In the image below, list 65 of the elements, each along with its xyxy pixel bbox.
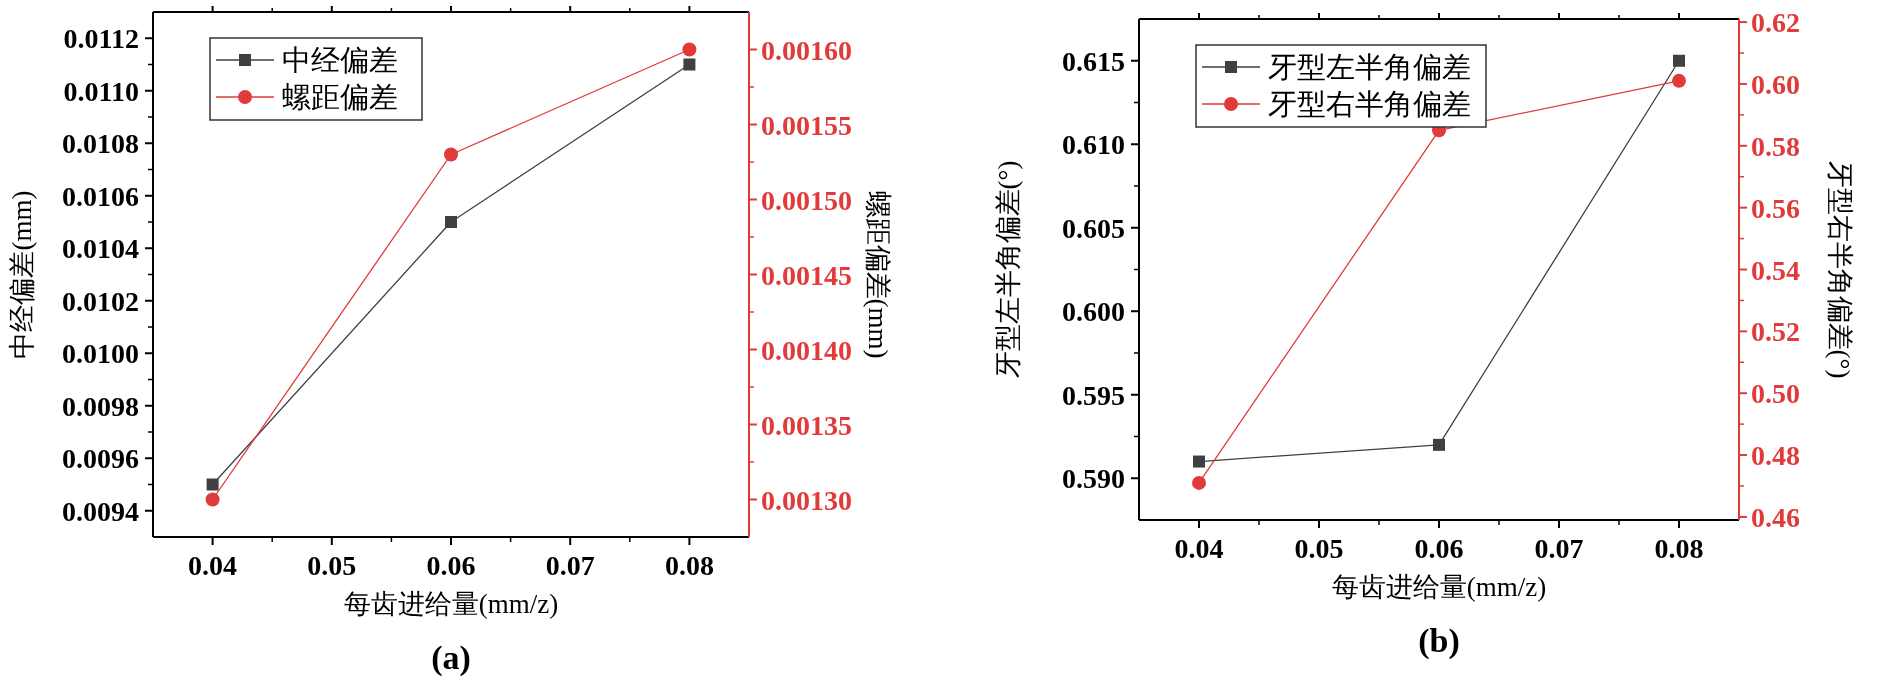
y2-axis-title: 螺距偏差(mm) (863, 190, 893, 359)
y-tick-label: 0.0098 (62, 390, 139, 422)
y-tick-label: 0.0096 (62, 443, 139, 475)
y-tick-label: 0.0100 (62, 338, 139, 370)
x-tick-label: 0.08 (1654, 533, 1704, 564)
x-tick-label: 0.08 (664, 550, 714, 581)
x-tick-label: 0.05 (1294, 533, 1344, 564)
y-tick-label: 0.600 (1062, 296, 1125, 328)
legend-label: 牙型右半角偏差 (1268, 88, 1471, 120)
y-tick-label: 0.0104 (62, 233, 139, 265)
y2-tick-label: 0.48 (1751, 440, 1800, 472)
y2-tick-label: 0.00145 (761, 259, 852, 291)
x-tick-label: 0.07 (1534, 533, 1584, 564)
point (683, 58, 696, 71)
x-tick-label: 0.06 (1414, 533, 1464, 564)
legend-label: 螺距偏差 (282, 81, 398, 113)
y2-axis-title: 牙型右半角偏差(°) (1825, 160, 1855, 379)
point (1192, 475, 1206, 490)
y2-tick-label: 0.46 (1751, 501, 1800, 533)
x-tick-label: 0.05 (307, 550, 357, 581)
y2-tick-label: 0.00150 (761, 184, 852, 216)
y2-tick-label: 0.00155 (761, 109, 852, 141)
y-tick-label: 0.0108 (62, 128, 139, 160)
text: (a) (431, 639, 471, 677)
y2-tick-label: 0.58 (1751, 130, 1800, 162)
x-tick-label: 0.04 (188, 550, 238, 581)
point (1193, 455, 1205, 468)
x-tick-label: 0.06 (426, 550, 476, 581)
text: (b) (1418, 622, 1460, 660)
legend-label: 中经偏差 (282, 44, 398, 76)
y-axis-title: 中经偏差(mm) (7, 190, 37, 359)
y-axis-title: 牙型左半角偏差(°) (993, 160, 1023, 379)
y2-tick-label: 0.62 (1751, 7, 1800, 39)
y-tick-label: 0.0102 (62, 285, 139, 317)
point (682, 42, 697, 57)
point (444, 147, 458, 162)
y2-tick-label: 0.54 (1751, 254, 1800, 286)
point (205, 492, 220, 507)
point (1673, 54, 1685, 67)
point (206, 478, 219, 491)
y-tick-label: 0.0112 (63, 23, 139, 55)
y-tick-label: 0.615 (1062, 45, 1125, 77)
y-tick-label: 0.595 (1062, 379, 1125, 411)
y2-tick-label: 0.00160 (761, 34, 852, 66)
legend-label: 牙型左半角偏差 (1268, 51, 1471, 83)
point (1433, 438, 1445, 451)
point (1672, 73, 1686, 88)
y-tick-label: 0.590 (1062, 463, 1125, 495)
y2-tick-label: 0.00140 (761, 334, 852, 366)
y2-tick-label: 0.00135 (761, 409, 852, 441)
y2-tick-label: 0.00130 (761, 484, 852, 516)
y2-tick-label: 0.50 (1751, 378, 1800, 410)
y-tick-label: 0.605 (1062, 212, 1125, 244)
y2-tick-label: 0.60 (1751, 68, 1800, 100)
x-tick-label: 0.04 (1174, 533, 1224, 564)
x-axis-title: 每齿进给量(mm/z) (1331, 572, 1547, 602)
y2-tick-label: 0.52 (1751, 316, 1800, 348)
x-axis-title: 每齿进给量(mm/z) (343, 589, 559, 619)
y2-tick-label: 0.56 (1751, 192, 1800, 224)
y-tick-label: 0.0094 (62, 495, 139, 527)
y-tick-label: 0.610 (1062, 129, 1125, 161)
y-tick-label: 0.0110 (63, 75, 139, 107)
x-tick-label: 0.07 (545, 550, 595, 581)
y-tick-label: 0.0106 (62, 180, 139, 212)
point (445, 216, 457, 228)
